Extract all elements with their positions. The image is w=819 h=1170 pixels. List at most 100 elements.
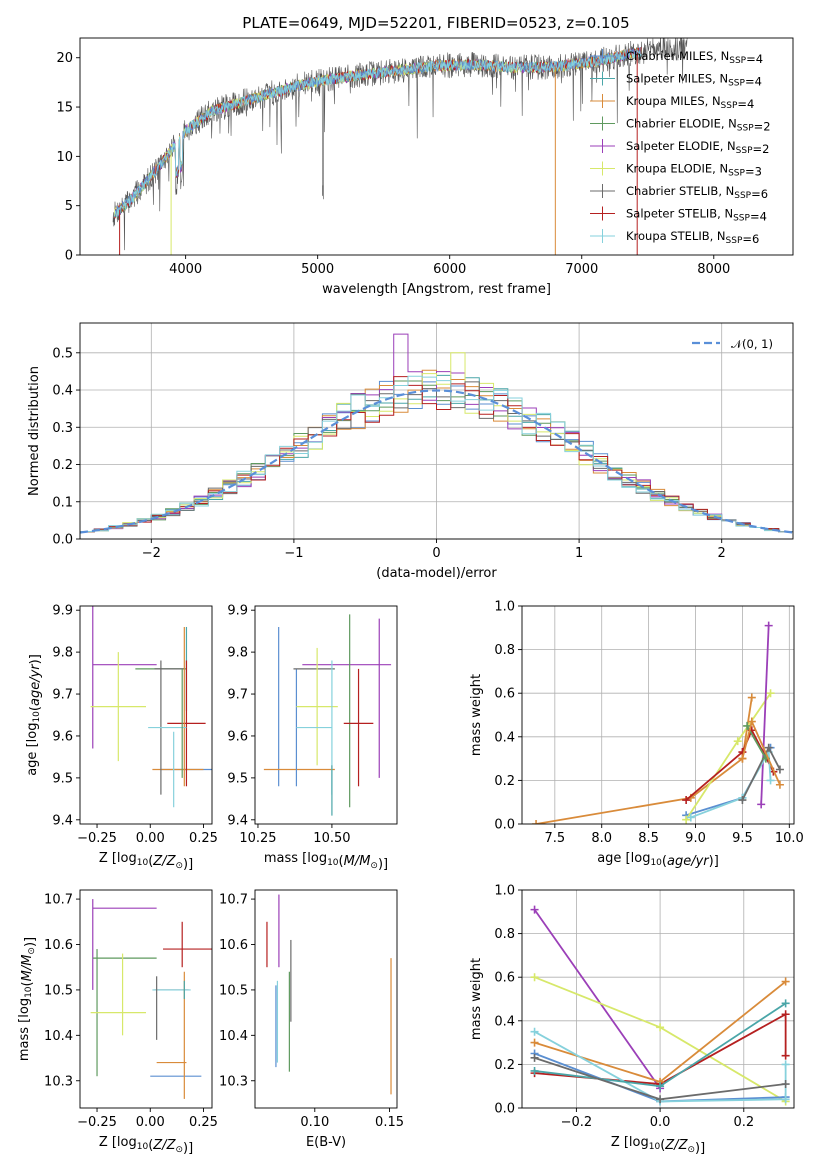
y-axis-label: mass [log10(M/M⊙)] bbox=[17, 937, 38, 1061]
label-part: ( bbox=[662, 854, 667, 869]
x-tick-label: 0.10 bbox=[300, 1115, 329, 1130]
y-tick-label: 20 bbox=[56, 51, 73, 66]
label-part: SSP bbox=[729, 56, 746, 66]
label-part: M/M bbox=[344, 854, 371, 869]
series-marker-kroupa_elodie bbox=[682, 815, 691, 824]
label-part: Salpeter MILES, N bbox=[626, 72, 728, 86]
legend-label-chabrier_elodie: Chabrier ELODIE, NSSP=2 bbox=[626, 117, 771, 134]
series-marker-chabrier_stelib bbox=[775, 765, 784, 774]
label-part: )] bbox=[183, 857, 193, 872]
series-marker-salpeter_elodie bbox=[757, 800, 766, 809]
y-axis-label: mass weight bbox=[469, 674, 484, 756]
y-tick-label: 9.9 bbox=[227, 604, 248, 619]
label-part: 10 bbox=[649, 1142, 661, 1152]
label-part: Z/Z bbox=[152, 854, 176, 869]
series-marker-kroupa_miles bbox=[747, 717, 756, 726]
label-part: M/M bbox=[20, 955, 35, 982]
x-tick-label: 7000 bbox=[565, 262, 598, 277]
label-part: =4 bbox=[745, 75, 762, 89]
label-part: mass [log bbox=[17, 998, 32, 1061]
label-part: 10 bbox=[327, 858, 339, 868]
y-tick-label: 9.5 bbox=[52, 771, 73, 786]
x-tick-label: 5000 bbox=[301, 262, 334, 277]
x-tick-label: 7.5 bbox=[544, 831, 565, 846]
y-tick-label: 0.4 bbox=[494, 730, 515, 745]
x-tick-label: 0.15 bbox=[375, 1115, 404, 1130]
y-tick-label: 10.4 bbox=[219, 1029, 248, 1044]
label-part: =4 bbox=[737, 97, 754, 111]
plot-area bbox=[90, 606, 212, 808]
label-part: age/yr bbox=[28, 663, 43, 706]
y-tick-label: 10 bbox=[56, 150, 73, 165]
label-part: SSP bbox=[728, 169, 745, 179]
x-tick-label: 6000 bbox=[433, 262, 466, 277]
chart-residuals: −2 −1 0 1 2 0.0 0.1 0.2 0.3 0.4 0.5 (data-model)/er… bbox=[27, 322, 794, 581]
x-axis-label: mass [log10(M/M⊙)] bbox=[264, 851, 388, 872]
label-part: Salpeter STELIB, N bbox=[626, 207, 733, 221]
x-tick-label: 0.0 bbox=[650, 1115, 671, 1130]
legend: 𝒩(0, 1) bbox=[692, 337, 773, 351]
label-part: =6 bbox=[751, 187, 768, 201]
label-part: ( bbox=[148, 854, 153, 869]
chart-spectrum: 4000 5000 6000 7000 8000 0 5 10 15 20 wavelength [… bbox=[56, 37, 794, 297]
y-tick-label: 0.2 bbox=[52, 458, 73, 473]
x-tick-label: −0.2 bbox=[561, 1115, 593, 1130]
y-axis-label: Normed distribution bbox=[27, 366, 42, 496]
label-part: =2 bbox=[753, 142, 770, 156]
axes-frame bbox=[521, 605, 795, 825]
y-tick-label: 0.5 bbox=[52, 346, 73, 361]
axes-frame bbox=[79, 889, 213, 1109]
label-part: Z [log bbox=[611, 1135, 649, 1150]
label-part: 10 bbox=[137, 1142, 149, 1152]
series-marker-chabrier_stelib bbox=[738, 796, 747, 805]
y-tick-label: 0.6 bbox=[494, 971, 515, 986]
label-part: =3 bbox=[745, 165, 762, 179]
y-tick-label: 9.7 bbox=[52, 688, 73, 703]
series-marker-salpeter_elodie bbox=[764, 621, 773, 630]
legend-label-salpeter_miles: Salpeter MILES, NSSP=4 bbox=[626, 72, 762, 89]
y-tick-label: 10.5 bbox=[219, 983, 248, 998]
series-marker-kroupa_stelib bbox=[781, 1060, 790, 1069]
plot-area bbox=[90, 899, 212, 1099]
y-tick-label: 9.6 bbox=[227, 729, 248, 744]
label-part: SSP bbox=[726, 236, 743, 246]
x-axis-label: Z [log10(Z/Z⊙)] bbox=[611, 1135, 705, 1156]
axes-frame bbox=[254, 889, 398, 1109]
series-marker-salpeter_miles bbox=[781, 999, 790, 1008]
y-tick-label: 5 bbox=[65, 199, 73, 214]
x-tick-label: 0.00 bbox=[136, 1115, 165, 1130]
x-tick-label: 0 bbox=[432, 546, 440, 561]
label-part: ( bbox=[148, 1138, 153, 1153]
label-part: )] bbox=[28, 654, 43, 664]
label-part: 10 bbox=[32, 711, 42, 723]
series-marker-salpeter_stelib bbox=[781, 1051, 790, 1060]
y-tick-label: 0.2 bbox=[494, 1058, 515, 1073]
series-line-kroupa_elodie bbox=[685, 692, 772, 821]
label-part: ( bbox=[660, 1138, 665, 1153]
series-marker-chabrier_stelib bbox=[781, 1080, 790, 1089]
series-marker-kroupa_elodie bbox=[766, 689, 775, 698]
label-part: ⊙ bbox=[27, 947, 37, 955]
chart-age_vs_z: −0.25 0.00 0.259.49.59.69.79.89.9Z [log10(… bbox=[25, 604, 218, 872]
label-part: Z/Z bbox=[664, 1138, 688, 1153]
x-tick-label: 1 bbox=[575, 546, 583, 561]
plot-area bbox=[263, 614, 392, 816]
x-tick-label: 0.00 bbox=[136, 831, 165, 846]
axes-frame bbox=[79, 605, 213, 825]
series-marker-kroupa_elodie bbox=[530, 973, 539, 982]
label-part: SSP bbox=[736, 146, 753, 156]
label-part: Z [log bbox=[99, 1135, 137, 1150]
label-part: ⊙ bbox=[370, 861, 378, 871]
label-part: =6 bbox=[742, 232, 759, 246]
label-part: =4 bbox=[746, 52, 763, 66]
label-part: SSP bbox=[728, 79, 745, 89]
y-tick-label: 15 bbox=[56, 101, 73, 116]
spectrum-model-chabrier_miles bbox=[114, 47, 642, 217]
x-axis-label: E(B-V) bbox=[306, 1135, 346, 1150]
label-part: age/yr bbox=[667, 854, 710, 869]
legend-label-chabrier_stelib: Chabrier STELIB, NSSP=6 bbox=[626, 184, 768, 201]
label-part: SSP bbox=[734, 191, 751, 201]
label-part: ( bbox=[339, 854, 344, 869]
